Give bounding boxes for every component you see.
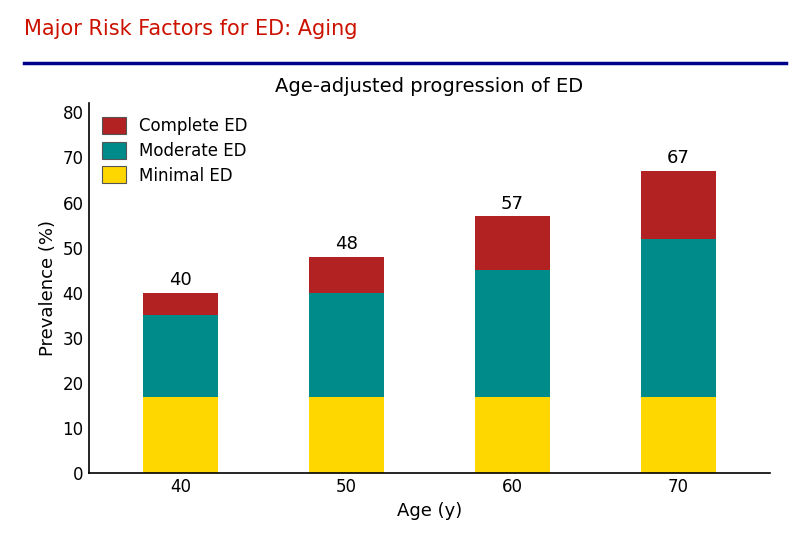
Bar xyxy=(475,397,550,473)
Bar xyxy=(143,397,218,473)
Bar xyxy=(309,293,384,397)
Bar xyxy=(309,397,384,473)
Bar xyxy=(309,257,384,293)
X-axis label: Age (y): Age (y) xyxy=(397,502,462,520)
Text: Major Risk Factors for ED: Aging: Major Risk Factors for ED: Aging xyxy=(24,19,358,39)
Bar xyxy=(641,239,715,397)
Bar xyxy=(475,216,550,270)
Y-axis label: Prevalence (%): Prevalence (%) xyxy=(39,220,57,356)
Bar xyxy=(475,270,550,397)
Bar xyxy=(641,171,715,239)
Text: 40: 40 xyxy=(169,271,192,289)
Legend: Complete ED, Moderate ED, Minimal ED: Complete ED, Moderate ED, Minimal ED xyxy=(97,112,253,189)
Bar xyxy=(143,293,218,316)
Text: 48: 48 xyxy=(335,235,358,253)
Bar xyxy=(641,397,715,473)
Text: 67: 67 xyxy=(667,150,689,168)
Text: 57: 57 xyxy=(501,195,524,213)
Title: Age-adjusted progression of ED: Age-adjusted progression of ED xyxy=(275,77,583,96)
Bar xyxy=(143,316,218,397)
